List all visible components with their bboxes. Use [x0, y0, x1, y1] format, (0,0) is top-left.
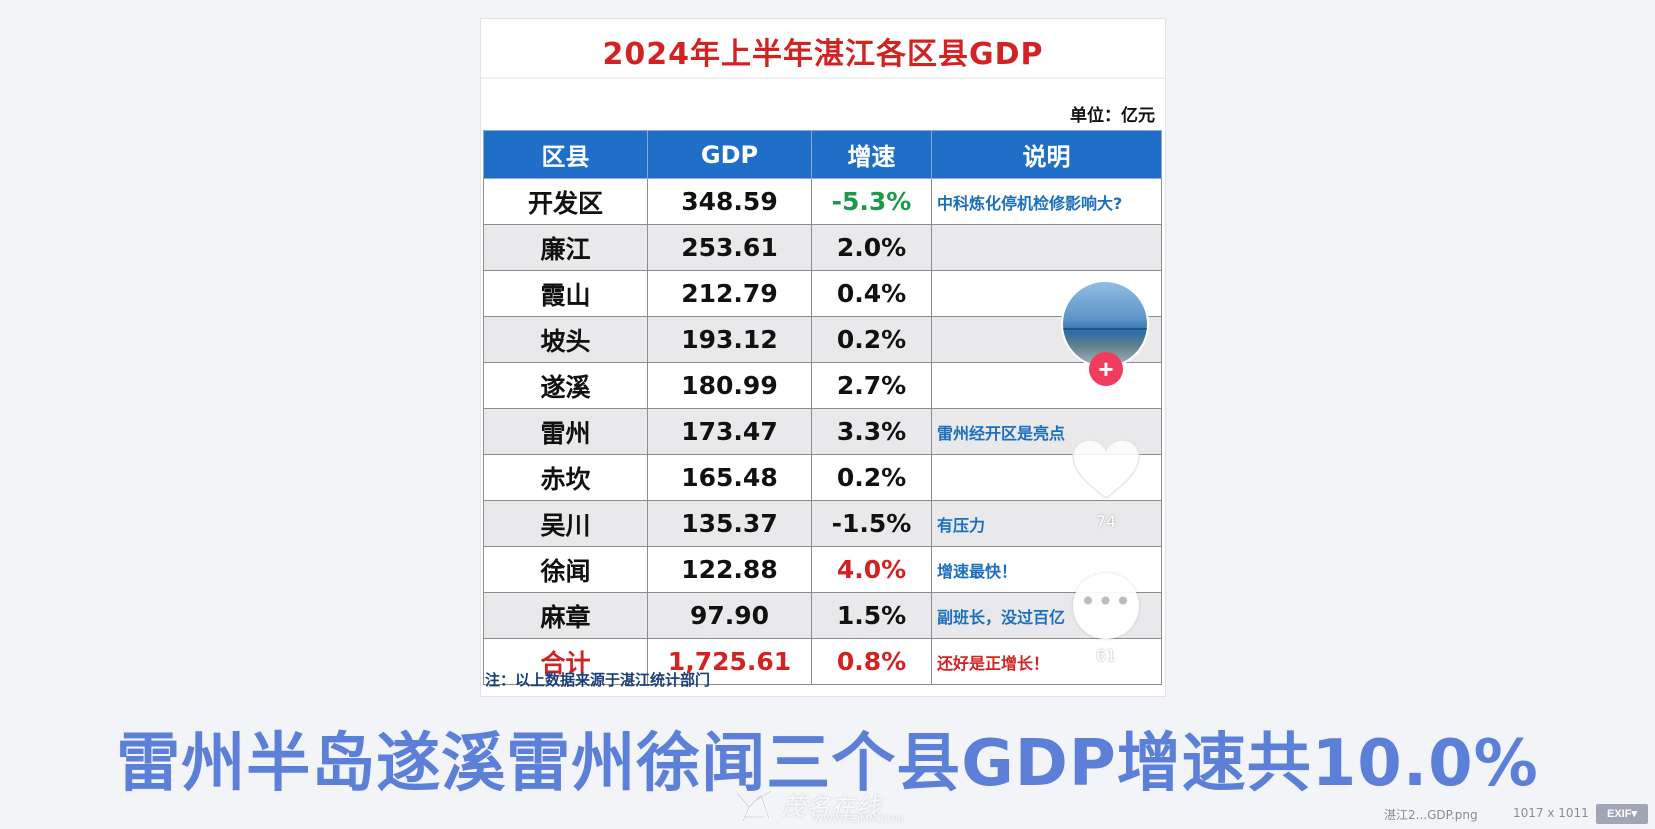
- table-row: 遂溪 180.99 2.7%: [483, 362, 1162, 409]
- avatar-horizon: [1063, 328, 1147, 330]
- table-row: 廉江 253.61 2.0%: [483, 224, 1162, 271]
- district-cell: 廉江: [483, 224, 648, 271]
- total-label-cell: 合计: [483, 638, 648, 685]
- more-count: 61: [1095, 646, 1117, 665]
- district-cell: 徐闻: [483, 546, 648, 593]
- author-avatar-group: +: [1061, 280, 1151, 390]
- growth-cell: 2.0%: [811, 224, 932, 271]
- district-cell: 赤坎: [483, 454, 648, 501]
- header-note: 说明: [931, 130, 1162, 179]
- table-row: 徐闻 122.88 4.0% 增速最快！: [483, 546, 1162, 593]
- total-growth-cell: 0.8%: [811, 638, 932, 685]
- district-cell: 遂溪: [483, 362, 648, 409]
- district-cell: 坡头: [483, 316, 648, 363]
- watermark-url: WWW.GDMM.COM: [813, 814, 905, 825]
- growth-cell: 3.3%: [811, 408, 932, 455]
- watermark-text: 茂名在线: [781, 793, 881, 821]
- table-row: 霞山 212.79 0.4%: [483, 270, 1162, 317]
- growth-cell: 2.7%: [811, 362, 932, 409]
- exif-button[interactable]: EXIF▾: [1596, 804, 1648, 824]
- header-district: 区县: [483, 130, 648, 179]
- source-footnote: 注：以上数据来源于湛江统计部门: [485, 671, 711, 689]
- gdp-cell: 173.47: [647, 408, 812, 455]
- watermark-logo-icon: [735, 789, 773, 823]
- header-gdp: GDP: [647, 130, 812, 179]
- growth-cell: -1.5%: [811, 500, 932, 547]
- growth-cell: -5.3%: [811, 178, 932, 225]
- table-total-row: 合计 1,725.61 0.8% 还好是正增长！: [483, 638, 1162, 685]
- total-note-cell: 还好是正增长！: [931, 638, 1162, 685]
- status-dimensions: 1017 x 1011: [1513, 806, 1589, 820]
- status-filename: 湛江2...GDP.png: [1384, 808, 1478, 822]
- gdp-cell: 165.48: [647, 454, 812, 501]
- note-cell: 有压力: [931, 500, 1162, 547]
- like-count: 74: [1095, 512, 1117, 531]
- unit-label: 单位：亿元: [1070, 106, 1155, 126]
- district-cell: 麻章: [483, 592, 648, 639]
- district-cell: 雷州: [483, 408, 648, 455]
- gdp-cell: 180.99: [647, 362, 812, 409]
- growth-cell: 0.4%: [811, 270, 932, 317]
- gdp-cell: 135.37: [647, 500, 812, 547]
- table-row: 麻章 97.90 1.5% 副班长，没过百亿: [483, 592, 1162, 639]
- heart-icon[interactable]: [1071, 438, 1141, 502]
- district-cell: 霞山: [483, 270, 648, 317]
- site-watermark: 茂名在线 WWW.GDMM.COM: [735, 787, 935, 825]
- gdp-cell: 97.90: [647, 592, 812, 639]
- growth-cell: 0.2%: [811, 454, 932, 501]
- table-row: 赤坎 165.48 0.2%: [483, 454, 1162, 501]
- title-divider: [481, 77, 1165, 79]
- growth-cell: 4.0%: [811, 546, 932, 593]
- content-image: 2024年上半年湛江各区县GDP 单位：亿元 区县 GDP 增速 说明 开发区 …: [480, 18, 1166, 697]
- district-cell: 开发区: [483, 178, 648, 225]
- gdp-cell: 212.79: [647, 270, 812, 317]
- table-header-row: 区县 GDP 增速 说明: [483, 130, 1162, 179]
- table-row: 开发区 348.59 -5.3% 中科炼化停机检修影响大?: [483, 178, 1162, 225]
- district-cell: 吴川: [483, 500, 648, 547]
- table-row: 吴川 135.37 -1.5% 有压力: [483, 500, 1162, 547]
- caption-headline: 雷州半岛遂溪雷州徐闻三个县GDP增速共10.0%: [116, 727, 1539, 801]
- gdp-cell: 253.61: [647, 224, 812, 271]
- total-gdp-cell: 1,725.61: [647, 638, 812, 685]
- growth-cell: 1.5%: [811, 592, 932, 639]
- gdp-cell: 122.88: [647, 546, 812, 593]
- header-growth: 增速: [811, 130, 932, 179]
- note-cell: [931, 224, 1162, 271]
- note-cell: 中科炼化停机检修影响大?: [931, 178, 1162, 225]
- gdp-cell: 193.12: [647, 316, 812, 363]
- follow-button[interactable]: +: [1089, 352, 1123, 386]
- gdp-table: 区县 GDP 增速 说明 开发区 348.59 -5.3% 中科炼化停机检修影响…: [483, 130, 1162, 685]
- table-row: 雷州 173.47 3.3% 雷州经开区是亮点: [483, 408, 1162, 455]
- image-title: 2024年上半年湛江各区县GDP: [602, 37, 1044, 72]
- table-row: 坡头 193.12 0.2%: [483, 316, 1162, 363]
- note-cell: [931, 362, 1162, 409]
- growth-cell: 0.2%: [811, 316, 932, 363]
- gdp-cell: 348.59: [647, 178, 812, 225]
- more-icon[interactable]: •••: [1073, 573, 1139, 639]
